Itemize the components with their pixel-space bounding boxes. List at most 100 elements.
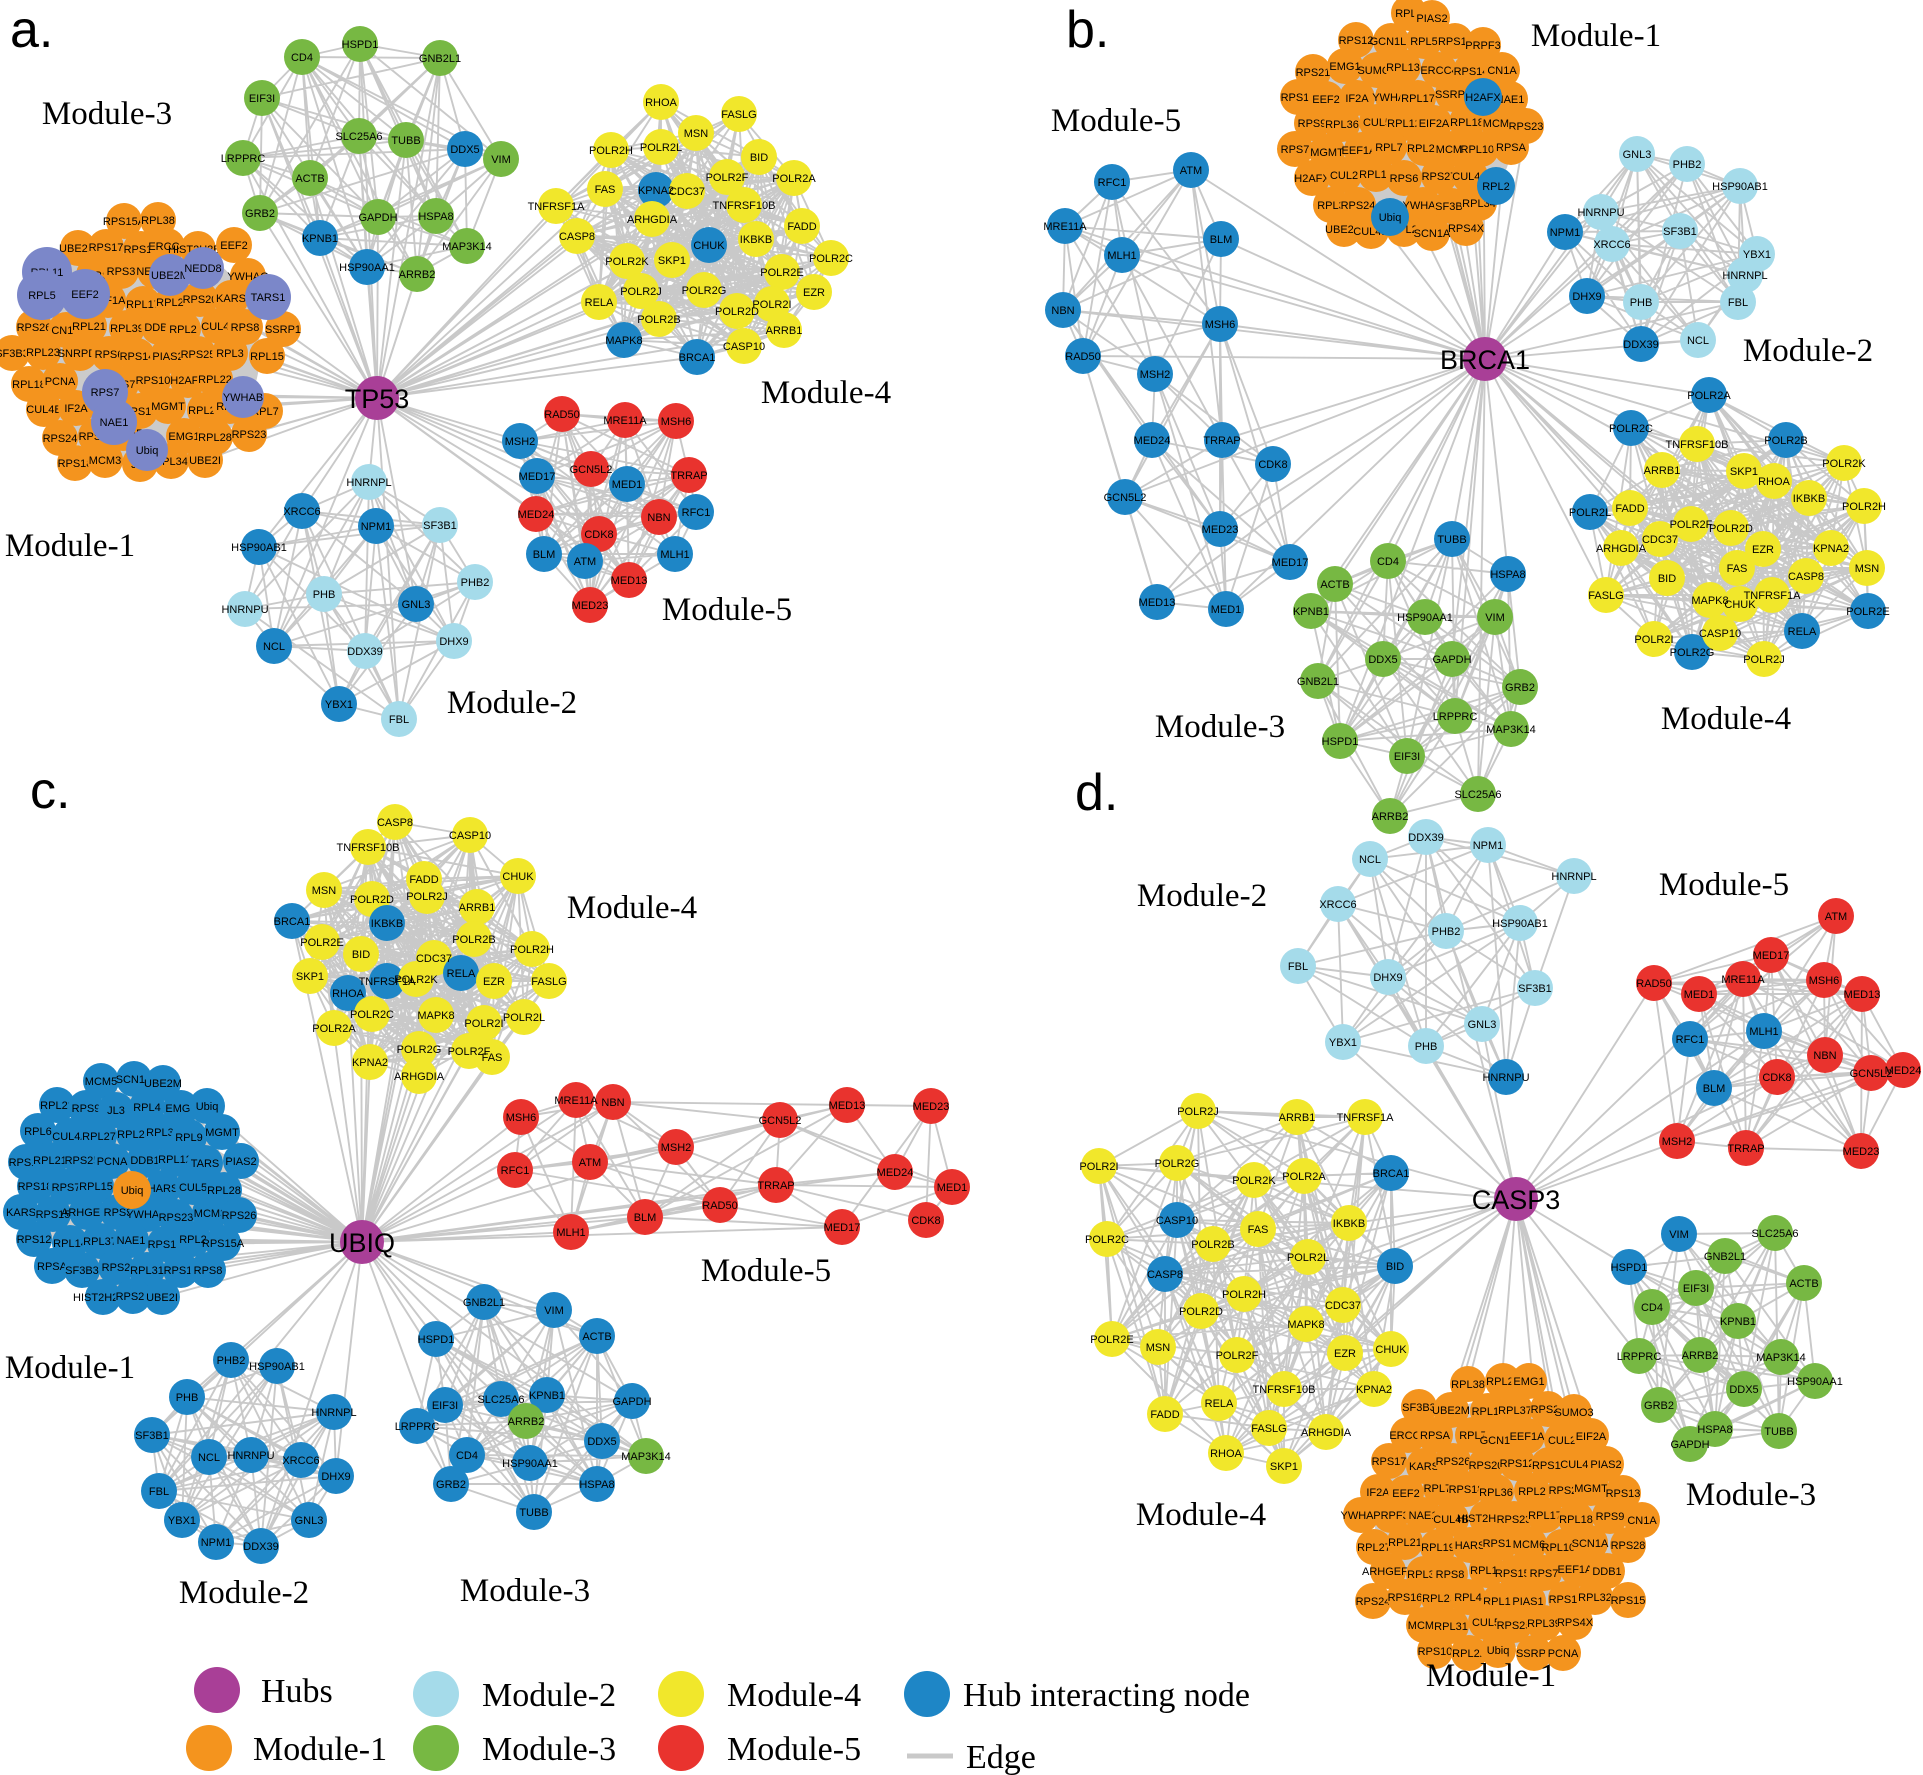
svg-text:POLR2G: POLR2G (397, 1044, 442, 1056)
svg-text:GNL3: GNL3 (402, 599, 431, 611)
svg-text:NPM1: NPM1 (201, 1537, 232, 1549)
svg-text:MSH6: MSH6 (506, 1112, 537, 1124)
svg-text:RPL5: RPL5 (28, 290, 56, 302)
svg-text:RPL11: RPL11 (1472, 1406, 1505, 1418)
svg-text:TUBB: TUBB (519, 1507, 548, 1519)
svg-text:UBE2M: UBE2M (151, 270, 189, 282)
svg-text:RPL37: RPL37 (1498, 1405, 1532, 1417)
svg-text:IF2A: IF2A (64, 403, 88, 415)
svg-text:FADD: FADD (1615, 503, 1644, 515)
svg-text:ATM: ATM (574, 556, 596, 568)
svg-text:PHB2: PHB2 (1673, 159, 1702, 171)
svg-text:RPS13: RPS13 (1606, 1488, 1641, 1500)
svg-text:HNRNPU: HNRNPU (1577, 207, 1624, 219)
svg-text:Ubiq: Ubiq (1487, 1645, 1510, 1657)
svg-text:RPS8: RPS8 (1436, 1569, 1465, 1581)
svg-text:YBX1: YBX1 (325, 699, 353, 711)
svg-text:POLR2E: POLR2E (1090, 1334, 1133, 1346)
svg-text:RPL21: RPL21 (72, 321, 106, 333)
svg-text:FAS: FAS (1248, 1224, 1269, 1236)
svg-text:RPS12: RPS12 (1339, 35, 1374, 47)
svg-text:RPS17: RPS17 (89, 242, 124, 254)
svg-text:MED23: MED23 (913, 1101, 950, 1113)
svg-text:BID: BID (1386, 1261, 1404, 1273)
svg-text:HNRNPL: HNRNPL (346, 477, 391, 489)
svg-text:RPL2: RPL2 (169, 324, 197, 336)
svg-text:RPL38: RPL38 (141, 215, 175, 227)
svg-text:RPL12: RPL12 (158, 1154, 192, 1166)
svg-text:POLR2A: POLR2A (1687, 390, 1731, 402)
svg-text:YBX1: YBX1 (168, 1515, 196, 1527)
svg-text:RPL21: RPL21 (1388, 1537, 1422, 1549)
svg-text:RHOA: RHOA (645, 97, 677, 109)
svg-text:Hubs: Hubs (261, 1673, 333, 1710)
svg-text:POLR2L: POLR2L (640, 142, 682, 154)
svg-text:PHB: PHB (1415, 1041, 1438, 1053)
svg-text:NAE1: NAE1 (1496, 94, 1525, 106)
svg-text:FASLG: FASLG (1588, 590, 1623, 602)
svg-text:RPS19: RPS19 (164, 1265, 199, 1277)
svg-text:MED17: MED17 (824, 1222, 861, 1234)
svg-text:PIAS1: PIAS1 (1512, 1596, 1543, 1608)
svg-text:RPL6: RPL6 (24, 1126, 52, 1138)
svg-text:DDB1: DDB1 (1592, 1566, 1621, 1578)
svg-text:KPNB1: KPNB1 (302, 233, 338, 245)
svg-text:SF3B3: SF3B3 (1435, 201, 1469, 213)
svg-text:POLR2K: POLR2K (1822, 458, 1866, 470)
svg-text:GAPDH: GAPDH (1432, 654, 1471, 666)
svg-text:CDK8: CDK8 (1762, 1072, 1791, 1084)
svg-text:Module-3: Module-3 (1155, 709, 1285, 745)
svg-text:RHOA: RHOA (332, 988, 364, 1000)
svg-text:HNRNPL: HNRNPL (311, 1407, 356, 1419)
svg-text:MSH6: MSH6 (1205, 319, 1236, 331)
svg-text:KPNA2: KPNA2 (1813, 543, 1849, 555)
svg-text:DDX5: DDX5 (1729, 1384, 1758, 1396)
svg-text:ARHGDIA: ARHGDIA (394, 1071, 445, 1083)
svg-text:Module-1: Module-1 (5, 1350, 135, 1386)
svg-text:ACTB: ACTB (1320, 579, 1349, 591)
svg-text:CASP10: CASP10 (1699, 628, 1741, 640)
svg-text:CD4: CD4 (1377, 556, 1399, 568)
svg-text:RPS3: RPS3 (107, 266, 136, 278)
svg-text:SCN1A: SCN1A (1414, 228, 1451, 240)
svg-text:POLR2B: POLR2B (637, 314, 680, 326)
svg-text:CHUK: CHUK (1375, 1344, 1407, 1356)
svg-text:RPL13: RPL13 (1386, 62, 1420, 74)
svg-text:H2AFX: H2AFX (1294, 173, 1330, 185)
svg-text:RPL4: RPL4 (1454, 1592, 1482, 1604)
svg-text:XRCC6: XRCC6 (283, 506, 320, 518)
svg-text:BLM: BLM (1210, 234, 1233, 246)
svg-text:RPL2: RPL2 (1482, 181, 1510, 193)
svg-text:RPS18: RPS18 (1449, 1484, 1484, 1496)
svg-text:RHOA: RHOA (1758, 476, 1790, 488)
svg-text:YBX1: YBX1 (1743, 249, 1771, 261)
svg-text:IKBKB: IKBKB (371, 918, 403, 930)
svg-text:CASP3: CASP3 (1472, 1185, 1561, 1215)
svg-text:MRE11A: MRE11A (1043, 221, 1087, 233)
svg-text:CN1A: CN1A (1487, 65, 1517, 77)
svg-text:IF2A: IF2A (1366, 1487, 1390, 1499)
svg-text:MED1: MED1 (1211, 604, 1242, 616)
svg-text:RPS14: RPS14 (1549, 1594, 1584, 1606)
svg-text:HSP90AA1: HSP90AA1 (502, 1458, 558, 1470)
svg-text:HSP90AB1: HSP90AB1 (1712, 181, 1768, 193)
svg-text:KARS: KARS (1409, 1461, 1439, 1473)
svg-text:RPS23: RPS23 (159, 1212, 194, 1224)
svg-text:RPS17: RPS17 (1281, 92, 1316, 104)
svg-text:RPS14: RPS14 (120, 351, 155, 363)
svg-text:HSPA8: HSPA8 (1490, 569, 1525, 581)
svg-text:NCL: NCL (198, 1452, 220, 1464)
svg-text:GNL3: GNL3 (1623, 149, 1652, 161)
svg-text:RPL18: RPL18 (12, 379, 46, 391)
svg-text:CASP8: CASP8 (1147, 1269, 1183, 1281)
svg-text:HSP90AA1: HSP90AA1 (1397, 612, 1453, 624)
svg-text:ARRB2: ARRB2 (1682, 1350, 1719, 1362)
svg-text:CASP8: CASP8 (1788, 571, 1824, 583)
svg-text:DDX39: DDX39 (1623, 339, 1658, 351)
svg-text:ARRB1: ARRB1 (1279, 1112, 1316, 1124)
svg-text:MCM5: MCM5 (1408, 1620, 1440, 1632)
svg-text:POLR2I: POLR2I (1079, 1161, 1118, 1173)
svg-text:Module-2: Module-2 (1743, 333, 1873, 369)
svg-text:TNFRSF1A: TNFRSF1A (528, 201, 586, 213)
svg-text:RPL2: RPL2 (179, 1234, 207, 1246)
